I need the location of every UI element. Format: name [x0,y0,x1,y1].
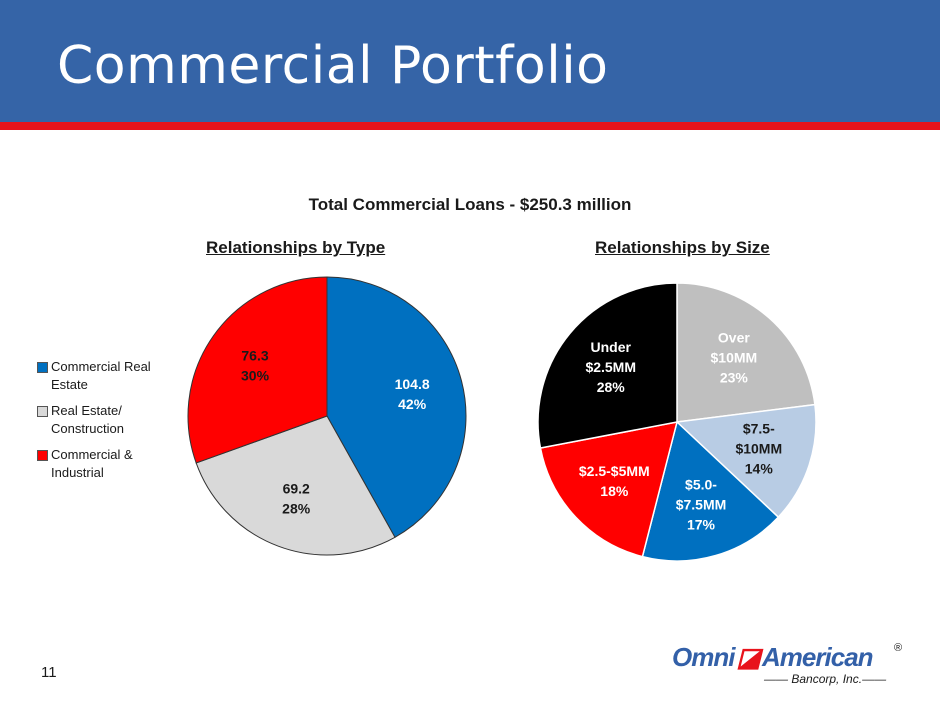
size-chart-subtitle: Relationships by Size [595,238,770,257]
chart-main-title: Total Commercial Loans - $250.3 million [308,195,632,214]
registered-mark: ® [894,642,903,654]
type-legend: Commercial Real Estate Real Estate/ Cons… [37,358,177,490]
legend-label: Real Estate/ Construction [51,403,124,436]
legend-item-commercial-real-estate: Commercial Real Estate [37,358,177,394]
type-pie: 104.8 42% 69.2 28% 76.3 30% [187,276,467,556]
logo-wordmark: Omni◪American [672,642,874,672]
type-slice-label-0: 104.8 42% [395,376,430,412]
type-slice-1 [195,415,396,556]
legend-swatch [37,362,48,373]
size-slice-label-4: Under $2.5MM 28% [585,339,636,395]
type-slice-2 [187,276,328,464]
size-slice-label-1: $7.5-$10MM 14% [735,421,782,477]
title-bar [0,0,940,122]
slide-title: Commercial Portfolio [57,36,609,96]
size-slice-label-0: Over $10MM 23% [711,329,758,385]
size-slice-2 [641,420,780,562]
legend-item-commercial-industrial: Commercial & Industrial [37,446,177,482]
size-slice-1 [675,403,817,519]
size-pie: Over $10MM 23% $7.5-$10MM 14%$5.0-$7.5MM 17% $… [537,282,817,562]
legend-item-real-estate-construction: Real Estate/ Construction [37,402,177,438]
legend-swatch [37,406,48,417]
legend-label: Commercial & Industrial [51,447,133,480]
type-slice-label-1: 69.2 28% [282,480,311,516]
size-slice-4 [537,282,678,449]
size-slice-3 [539,421,679,558]
company-logo: Omni◪American —— Bancorp, Inc.—— ® [672,640,912,690]
accent-rule [0,122,940,130]
type-chart-subtitle: Relationships by Type [206,238,386,257]
legend-label: Commercial Real Estate [51,359,151,392]
type-slice-0 [326,276,467,538]
size-slice-label-2: $5.0-$7.5MM 17% [676,477,727,533]
size-slice-0 [676,282,816,423]
logo-subtitle: —— Bancorp, Inc.—— [764,672,887,686]
page-number: 11 [41,664,57,681]
legend-swatch [37,450,48,461]
size-slice-label-3: $2.5-$5MM 18% [579,463,650,499]
logo-mark-icon: ◪ [736,642,761,672]
type-slice-label-2: 76.3 30% [241,347,270,383]
